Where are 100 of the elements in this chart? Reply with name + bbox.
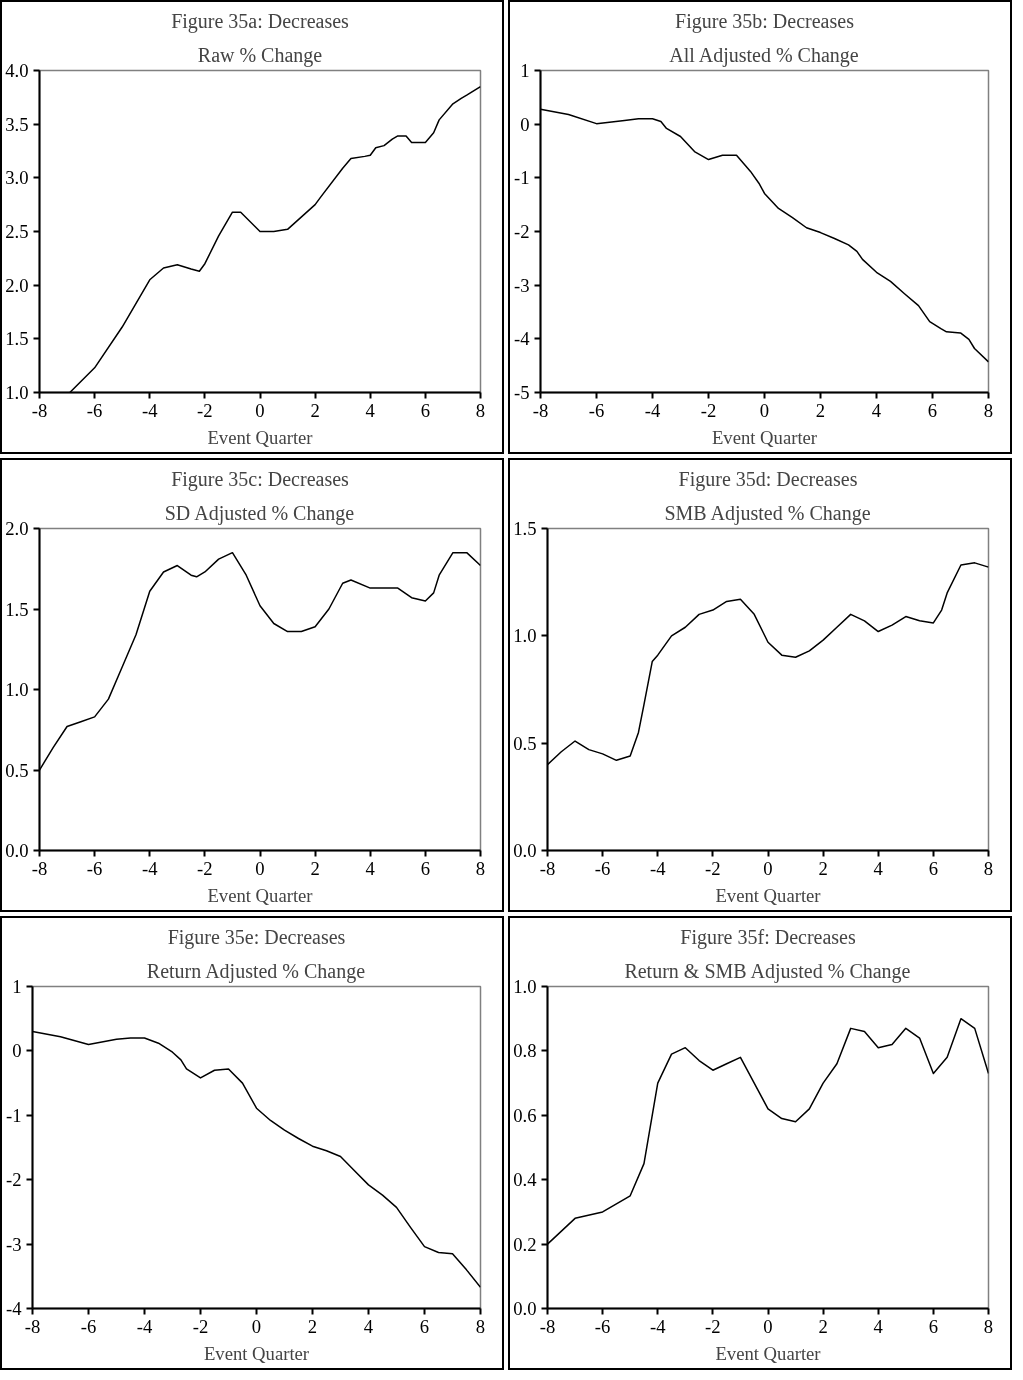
y-tick-label: 3.5 <box>5 113 29 135</box>
y-tick-label: 2.5 <box>5 221 29 242</box>
x-tick-label: -2 <box>197 399 213 421</box>
x-tick-label: -6 <box>594 1315 611 1337</box>
x-tick-label: -6 <box>80 1315 97 1337</box>
x-tick-label: -4 <box>141 399 159 421</box>
x-tick-label: -2 <box>192 1315 209 1337</box>
x-tick-label: -8 <box>31 857 48 879</box>
x-axis-title: Event Quarter <box>715 1342 822 1364</box>
x-tick-label: -6 <box>86 399 103 421</box>
x-tick-label: -2 <box>705 1315 721 1337</box>
x-tick-label: 6 <box>928 857 939 879</box>
y-tick-label: 1.0 <box>513 976 537 997</box>
x-tick-label: 8 <box>983 1315 994 1337</box>
x-tick-label: 0 <box>251 1315 262 1337</box>
x-tick-label: 4 <box>871 399 882 421</box>
x-tick-label: -4 <box>141 857 159 879</box>
x-tick-label: 8 <box>983 399 994 421</box>
x-tick-label: 4 <box>873 1315 884 1337</box>
x-tick-label: 4 <box>365 857 376 879</box>
x-tick-label: 6 <box>420 399 431 421</box>
x-axis-title: Event Quarter <box>207 884 314 906</box>
y-tick-label: 1 <box>520 60 530 81</box>
y-tick-label: -3 <box>513 274 530 296</box>
chart-title: Figure 35f: Decreases <box>680 925 856 949</box>
x-tick-label: -2 <box>197 857 213 879</box>
chart-subtitle: Return Adjusted % Change <box>146 959 366 983</box>
x-tick-label: -8 <box>31 399 48 421</box>
y-tick-label: 1.5 <box>5 598 29 620</box>
x-tick-label: -8 <box>539 857 556 879</box>
x-tick-label: 2 <box>310 857 320 879</box>
x-tick-label: -4 <box>649 857 667 879</box>
x-tick-label: 0 <box>255 857 265 879</box>
y-tick-label: -2 <box>5 1169 22 1191</box>
chart-subtitle: Raw % Change <box>197 43 323 67</box>
x-tick-label: -6 <box>594 857 611 879</box>
chart-subtitle: Return & SMB Adjusted % Change <box>624 959 911 983</box>
x-axis-title: Event Quarter <box>207 426 314 448</box>
y-tick-label: -2 <box>513 221 530 242</box>
y-tick-label: 1 <box>12 976 22 997</box>
x-tick-label: -2 <box>700 399 717 421</box>
y-tick-label: 3.0 <box>5 167 29 189</box>
x-axis-title: Event Quarter <box>203 1342 310 1364</box>
x-tick-label: 6 <box>420 857 431 879</box>
x-tick-label: 0 <box>763 1315 773 1337</box>
y-tick-label: -3 <box>5 1233 22 1255</box>
x-tick-label: -6 <box>588 399 605 421</box>
y-tick-label: 0 <box>520 113 530 135</box>
x-tick-label: 8 <box>983 857 994 879</box>
y-tick-label: 1.5 <box>513 518 537 539</box>
x-tick-label: 0 <box>255 399 265 421</box>
x-tick-label: 8 <box>475 857 486 879</box>
y-tick-label: -4 <box>513 328 531 350</box>
x-tick-label: -6 <box>86 857 103 879</box>
chart-title: Figure 35d: Decreases <box>678 467 858 491</box>
y-tick-label: 0.4 <box>513 1169 538 1191</box>
x-axis-title: Event Quarter <box>715 884 822 906</box>
y-tick-label: 0.0 <box>513 840 537 861</box>
x-tick-label: 4 <box>363 1315 374 1337</box>
y-tick-label: 0.6 <box>513 1104 537 1126</box>
y-tick-label: 2.0 <box>5 518 29 539</box>
chart-subtitle: All Adjusted % Change <box>669 43 859 67</box>
y-tick-label: -5 <box>513 382 530 403</box>
x-tick-label: 6 <box>927 399 938 421</box>
y-tick-label: 0.0 <box>513 1298 537 1319</box>
y-tick-label: 0 <box>12 1040 22 1062</box>
x-tick-label: 4 <box>873 857 884 879</box>
x-tick-label: 4 <box>365 399 376 421</box>
x-tick-label: -8 <box>539 1315 556 1337</box>
x-axis-title: Event Quarter <box>711 426 818 448</box>
x-tick-label: 6 <box>419 1315 430 1337</box>
x-tick-label: 8 <box>475 399 486 421</box>
y-tick-label: 2.0 <box>5 274 29 296</box>
chart-subtitle: SMB Adjusted % Change <box>664 501 871 525</box>
chart-title: Figure 35c: Decreases <box>171 467 350 491</box>
x-tick-label: 6 <box>928 1315 939 1337</box>
x-tick-label: 0 <box>763 857 773 879</box>
y-tick-label: 0.8 <box>513 1040 537 1062</box>
y-tick-label: 1.0 <box>513 625 537 647</box>
y-tick-label: 1.0 <box>5 382 29 403</box>
chart-title: Figure 35e: Decreases <box>167 925 346 949</box>
chart-title: Figure 35b: Decreases <box>675 9 855 33</box>
x-tick-label: 2 <box>307 1315 318 1337</box>
x-tick-label: 0 <box>759 399 770 421</box>
x-tick-label: -4 <box>136 1315 153 1337</box>
x-tick-label: 2 <box>818 857 828 879</box>
x-tick-label: 2 <box>310 399 320 421</box>
y-tick-label: -1 <box>5 1104 22 1126</box>
x-tick-label: -4 <box>644 399 661 421</box>
y-tick-label: 0.5 <box>513 732 537 754</box>
y-tick-label: 1.0 <box>5 679 29 700</box>
chart-title: Figure 35a: Decreases <box>171 9 350 33</box>
y-tick-label: -1 <box>513 167 530 189</box>
y-tick-label: 4.0 <box>5 60 29 81</box>
x-tick-label: -8 <box>532 399 549 421</box>
y-tick-label: -4 <box>5 1298 23 1319</box>
y-tick-label: 0.0 <box>5 840 29 861</box>
x-tick-label: -4 <box>649 1315 667 1337</box>
y-tick-label: 1.5 <box>5 328 29 350</box>
chart-subtitle: SD Adjusted % Change <box>164 501 355 525</box>
